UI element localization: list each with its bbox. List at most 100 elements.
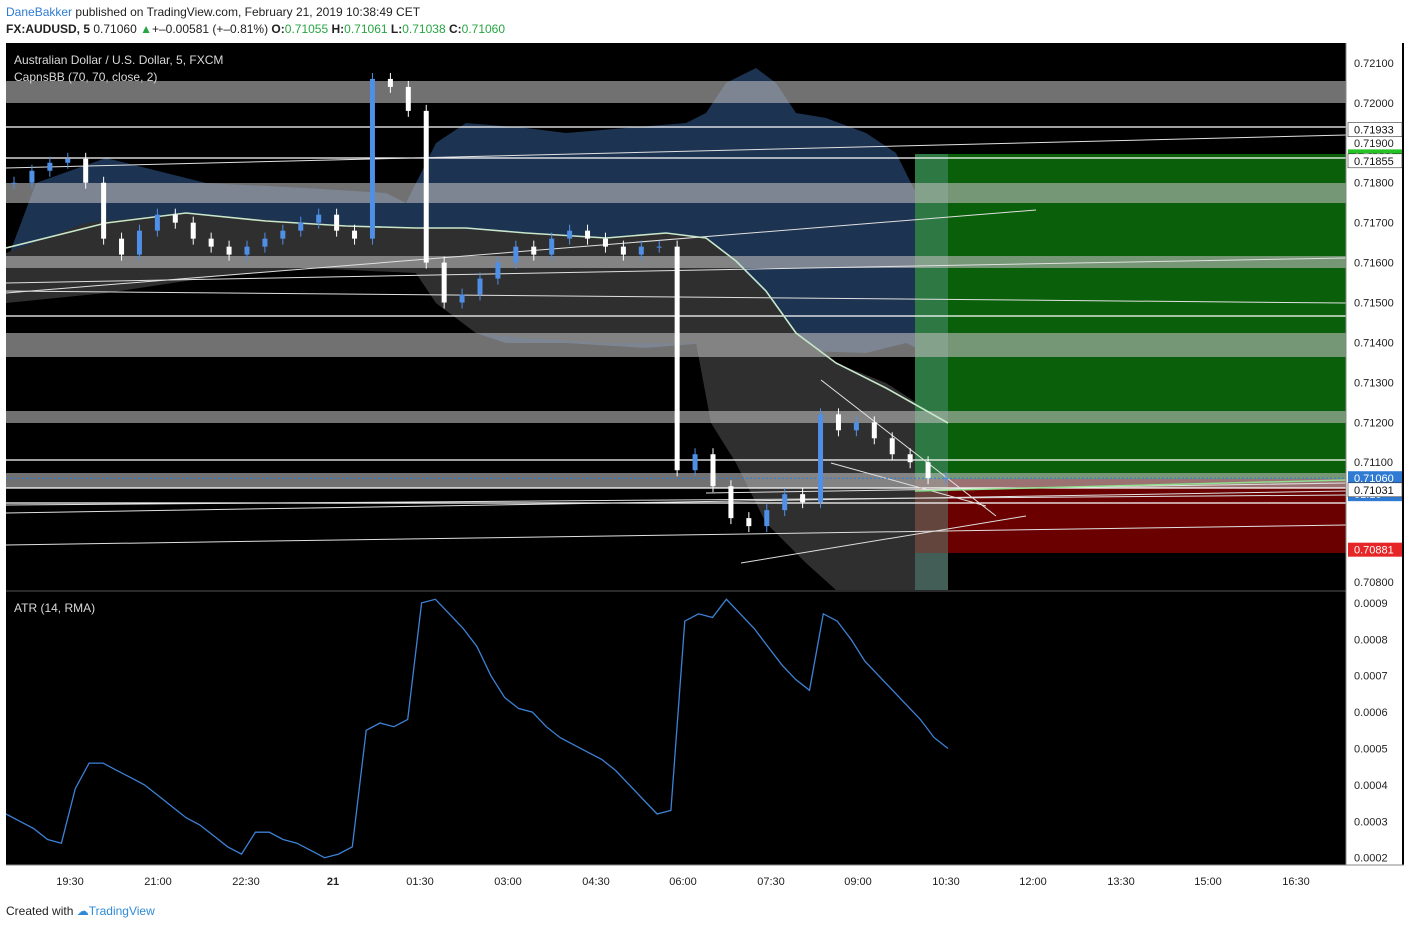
tradingview-logo-icon[interactable]: ☁: [76, 904, 89, 918]
candle-body-17: [316, 214, 322, 223]
price-tick-label: 0.71200: [1354, 417, 1394, 429]
candle-body-39: [710, 454, 716, 487]
atr-tick-label: 0.0002: [1354, 853, 1388, 865]
candle-body-20: [369, 78, 375, 239]
time-tick-label: 21:00: [144, 876, 172, 888]
candle-body-10: [190, 222, 196, 239]
candle-body-38: [692, 454, 698, 471]
time-tick-label: 07:30: [757, 876, 785, 888]
price-tag-box: [1347, 153, 1403, 169]
open-label: O:: [271, 22, 285, 36]
high-value: 0.71061: [344, 22, 388, 36]
time-tick-label: 16:30: [1282, 876, 1310, 888]
candle-body-13: [244, 246, 250, 255]
candle-body-41: [746, 518, 752, 527]
candle-body-1: [29, 170, 35, 183]
atr-tick-label: 0.0005: [1354, 744, 1388, 756]
author-link[interactable]: DaneBakker: [6, 5, 73, 19]
candle-body-3: [65, 158, 71, 163]
trend-line-6: [6, 494, 1347, 506]
candle-body-8: [154, 214, 160, 231]
position-entry-column: [915, 154, 948, 590]
close-label: C:: [448, 22, 462, 36]
atr-indicator-label: ATR (14, RMA): [14, 601, 96, 615]
price-tag-label: 0.70881: [1354, 545, 1394, 557]
atr-tick-label: 0.0003: [1354, 816, 1388, 828]
candle-body-11: [208, 238, 214, 247]
candle-body-18: [334, 214, 340, 231]
sr-zone-1: [6, 183, 1346, 203]
candle-body-27: [495, 262, 501, 279]
candle-body-34: [620, 246, 626, 255]
atr-tick-label: 0.0004: [1354, 780, 1388, 792]
candle-body-33: [602, 238, 608, 247]
time-tick-label: 21: [327, 876, 339, 888]
chart-area[interactable]: 0.72100 0.72000 0.71900 0.71800 0.71700 0.716…: [6, 43, 1404, 894]
candle-body-23: [423, 110, 429, 263]
price-tick-label: 0.72000: [1354, 98, 1394, 110]
main-pane-title: Australian Dollar / U.S. Dollar, 5, FXCM: [14, 53, 224, 67]
candle-body-46: [835, 414, 841, 431]
candle-body-51: [925, 462, 931, 479]
low-label: L:: [390, 22, 403, 36]
tradingview-brand[interactable]: TradingView: [88, 904, 155, 918]
price-tag-box: [1347, 482, 1403, 498]
open-value: 0.71055: [284, 22, 329, 36]
symbol-ohlc-line: FX:AUDUSD, 5 0.71060 ▲+–0.00581 (+–0.81%…: [6, 22, 505, 36]
price-change: +–0.00581 (+–0.81%): [151, 22, 269, 36]
price-tag-box: [1348, 542, 1402, 557]
price-axis: [1346, 43, 1402, 894]
candle-body-36: [656, 246, 662, 248]
candle-body-32: [585, 230, 591, 239]
candle-body-4: [83, 158, 89, 183]
time-tick-label: 04:30: [582, 876, 610, 888]
bb-basis-line: [6, 212, 949, 424]
chart-svg[interactable]: 0.72100 0.72000 0.71900 0.71800 0.71700 0.716…: [6, 43, 1404, 894]
trend-line-9: [830, 462, 987, 507]
price-tag-box: [1347, 122, 1403, 137]
price-tick-label: 0.71900: [1354, 138, 1394, 150]
candle-body-6: [119, 238, 125, 255]
candle-body-5: [101, 182, 107, 239]
trend-line-4: [6, 490, 1347, 514]
candle-body-25: [459, 294, 465, 303]
candle-body-42: [764, 510, 770, 527]
time-axis: [6, 865, 1404, 894]
candle-body-49: [889, 438, 895, 455]
price-tick-label: 0.71800: [1354, 178, 1394, 190]
time-tick-label: 19:30: [56, 876, 84, 888]
candle-body-19: [352, 230, 358, 239]
candle-body-16: [298, 222, 304, 231]
time-tick-label: 15:00: [1194, 876, 1222, 888]
publish-line: DaneBakker published on TradingView.com,…: [6, 5, 420, 19]
atr-tick-label: 0.0007: [1354, 671, 1388, 683]
price-tick-label: 0.71300: [1354, 377, 1394, 389]
bb-indicator-label: CapnsBB (70, 70, close, 2): [14, 70, 158, 84]
price-tick-label: 0.72100: [1354, 58, 1394, 70]
candle-body-47: [853, 422, 859, 431]
price-tag-label: 0.71060: [1354, 473, 1394, 485]
entry-line: [914, 479, 1347, 492]
candle-body-9: [172, 214, 178, 223]
candle-body-30: [549, 238, 555, 255]
candle-body-0: [11, 182, 17, 184]
candle-body-26: [477, 278, 483, 295]
candle-body-48: [871, 422, 877, 439]
up-arrow-icon: ▲: [140, 22, 152, 36]
candle-body-35: [638, 246, 644, 255]
time-tick-label: 01:30: [406, 876, 434, 888]
candle-body-2: [47, 162, 53, 171]
candle-body-22: [405, 86, 411, 111]
trend-line-1: [6, 209, 1037, 294]
candle-body-50: [907, 454, 913, 463]
trend-line-7: [740, 515, 1027, 564]
sr-zone-0: [6, 81, 1346, 103]
atr-tick-label: 0.0009: [1354, 598, 1388, 610]
candle-body-44: [800, 494, 806, 503]
price-tick-label: 0.71100: [1354, 457, 1393, 469]
price-tick-label: 0.71500: [1354, 298, 1394, 310]
price-tag-box: [1348, 471, 1402, 486]
trend-line-8: [820, 379, 997, 517]
atr-line: [6, 598, 949, 859]
time-tick-label: 10:30: [932, 876, 960, 888]
